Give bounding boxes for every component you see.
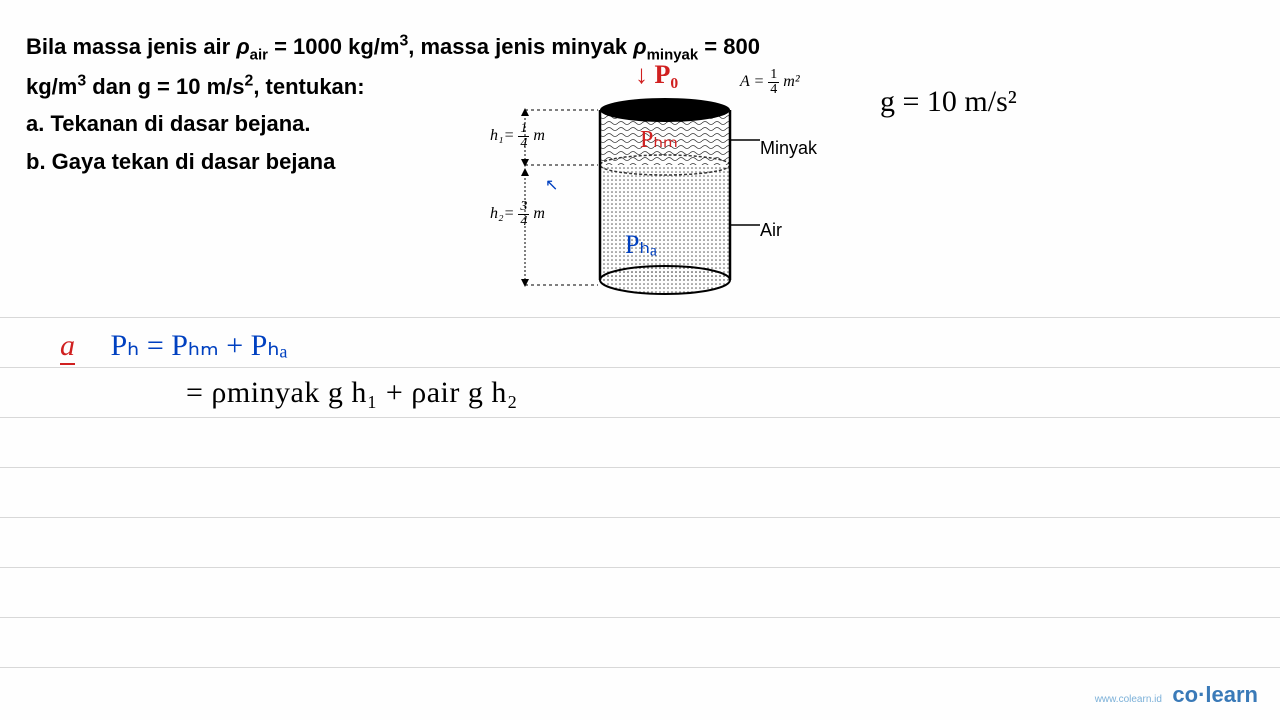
branding: www.colearn.id co·learn (1095, 682, 1258, 708)
h2-label: h₂= 34 m (490, 200, 545, 229)
ruled-line (0, 467, 1280, 468)
ruled-line (0, 617, 1280, 618)
vessel-diagram: ↓ P₀ A = 14 m² (490, 60, 860, 310)
ruled-line (0, 517, 1280, 518)
ruled-line (0, 317, 1280, 318)
gravity-annotation: g = 10 m/s² (880, 85, 1017, 119)
ruled-line (0, 417, 1280, 418)
air-label: Air (760, 220, 782, 241)
part-b-text: b. Gaya tekan di dasar bejana (26, 149, 335, 174)
ruled-line (0, 567, 1280, 568)
pha-annotation: Pₕₐ (625, 230, 657, 260)
p0-label: ↓ P₀ (635, 60, 678, 90)
phm-annotation: Pₕₘ (640, 125, 678, 154)
brand-logo: co·learn (1172, 682, 1258, 707)
part-a-marker: a (60, 329, 75, 365)
cursor-icon: ↖ (545, 175, 558, 195)
h1-label: h₁= 14 m (490, 122, 545, 151)
solution-line-1: a Pₕ = Pₕₘ + Pₕₐ (60, 328, 288, 365)
minyak-label: Minyak (760, 138, 817, 159)
ruled-line (0, 367, 1280, 368)
text: Bila massa jenis air (26, 34, 236, 59)
ruled-line (0, 667, 1280, 668)
ph-symbol: Pₕ (111, 329, 140, 362)
brand-url: www.colearn.id (1095, 694, 1162, 705)
part-a-text: a. Tekanan di dasar bejana. (26, 111, 311, 136)
solution-line-2: = ρminyak g h₁ + ρair g h₂ (186, 376, 518, 410)
